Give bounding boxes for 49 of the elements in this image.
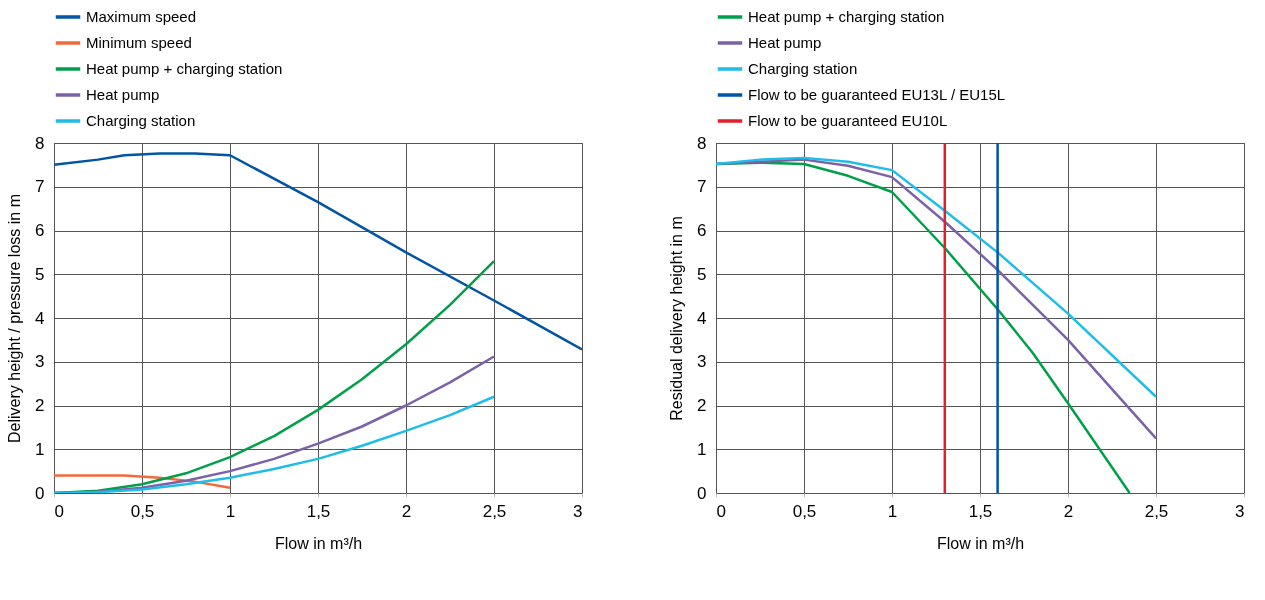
y-axis-title: Residual delivery height in m xyxy=(668,216,686,421)
legend-label: Maximum speed xyxy=(86,8,197,25)
y-tick-label: 8 xyxy=(697,133,707,153)
y-axis-title: Delivery height / pressure loss in m xyxy=(6,194,24,443)
legend-label: Heat pump xyxy=(748,34,822,51)
x-tick-label: 1,5 xyxy=(306,501,331,521)
y-tick-label: 0 xyxy=(697,483,707,503)
legend-label: Charging station xyxy=(86,112,196,129)
y-tick-label: 7 xyxy=(697,177,707,197)
y-tick-label: 6 xyxy=(697,221,707,240)
y-tick-label: 0 xyxy=(35,483,45,503)
y-tick-label: 2 xyxy=(697,396,707,415)
x-tick-label: 1 xyxy=(887,501,898,521)
line-series xyxy=(716,156,1158,398)
y-tick-label: 8 xyxy=(35,133,45,153)
x-tick-label: 1 xyxy=(225,501,236,521)
y-tick-label: 1 xyxy=(697,439,707,459)
line-series xyxy=(54,152,582,351)
legend-label: Heat pump xyxy=(86,86,160,103)
y-tick-label: 3 xyxy=(697,352,707,372)
line-series xyxy=(54,395,496,493)
x-tick-label: 3 xyxy=(1235,501,1245,521)
x-tick-label: 1,5 xyxy=(968,501,993,521)
x-axis-title: Flow in m³/h xyxy=(936,534,1025,552)
legend-label: Charging station xyxy=(748,60,858,77)
y-tick-label: 4 xyxy=(35,308,45,328)
legend-label: Heat pump + charging station xyxy=(748,8,945,25)
x-tick-label: 3 xyxy=(573,501,583,521)
y-tick-label: 2 xyxy=(35,396,45,415)
x-tick-label: 2,5 xyxy=(482,501,507,521)
x-tick-label: 0 xyxy=(716,501,726,521)
x-tick-label: 2,5 xyxy=(1144,501,1169,521)
x-axis-title: Flow in m³/h xyxy=(274,534,363,552)
y-tick-label: 1 xyxy=(35,439,45,459)
legend-label: Minimum speed xyxy=(86,34,192,51)
x-tick-label: 2 xyxy=(1063,501,1074,521)
y-tick-label: 5 xyxy=(35,264,45,284)
y-tick-label: 3 xyxy=(35,352,45,372)
y-tick-label: 4 xyxy=(697,308,707,328)
y-tick-label: 7 xyxy=(35,177,45,197)
y-tick-label: 6 xyxy=(35,221,45,240)
legend-label: Heat pump + charging station xyxy=(86,60,283,77)
x-tick-label: 0 xyxy=(54,501,64,521)
legend-label: Flow to be guaranteed EU10L xyxy=(748,112,948,129)
x-tick-label: 0,5 xyxy=(792,501,817,521)
x-tick-label: 2 xyxy=(401,501,412,521)
y-tick-label: 5 xyxy=(697,264,707,284)
x-tick-label: 0,5 xyxy=(130,501,155,521)
legend-label: Flow to be guaranteed EU13L / EU15L xyxy=(748,86,1006,103)
